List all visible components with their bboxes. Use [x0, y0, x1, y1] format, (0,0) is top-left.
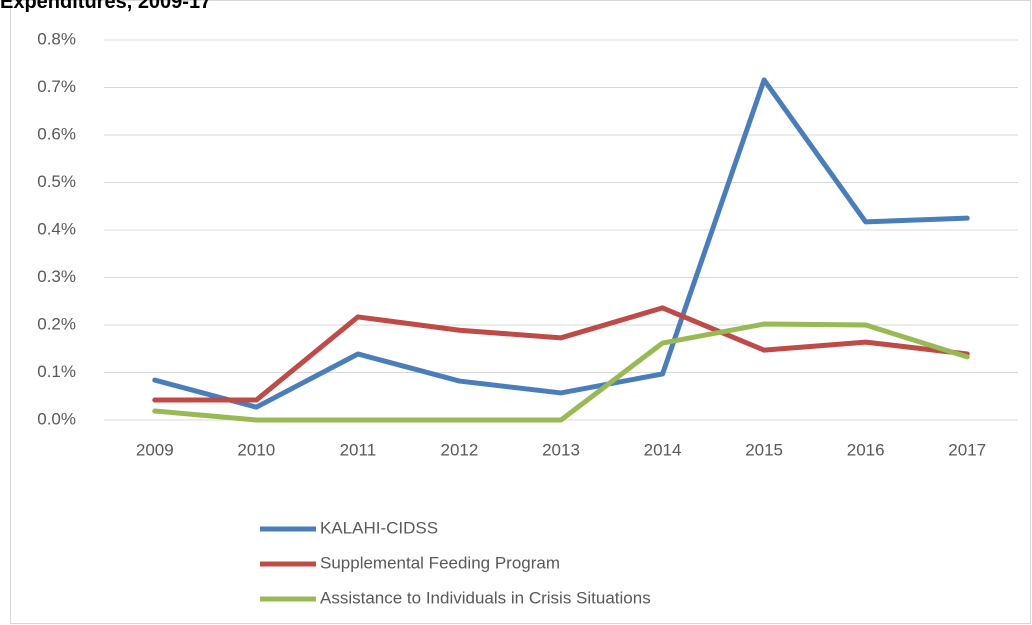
y-tick-label: 0.3%: [37, 267, 76, 286]
y-tick-label: 0.5%: [37, 172, 76, 191]
x-tick-label: 2015: [745, 440, 783, 459]
series-line: [152, 321, 970, 423]
x-tick-label: 2016: [847, 440, 885, 459]
legend-label: Assistance to Individuals in Crisis Situ…: [320, 588, 651, 607]
legend-label: Supplemental Feeding Program: [320, 553, 560, 572]
y-tick-label: 0.6%: [37, 124, 76, 143]
series-line: [152, 77, 970, 410]
y-tick-label: 0.4%: [37, 219, 76, 238]
chart-title: Expenditures, 2009-17: [0, 0, 211, 13]
x-tick-label: 2017: [948, 440, 986, 459]
x-tick-label: 2013: [542, 440, 580, 459]
y-tick-label: 0.0%: [37, 409, 76, 428]
x-tick-label: 2011: [340, 440, 377, 459]
series-line: [152, 305, 970, 403]
x-tick-label: 2009: [136, 440, 174, 459]
y-tick-label: 0.7%: [37, 77, 76, 96]
y-tick-label: 0.1%: [37, 362, 76, 381]
chart-border: [10, 0, 1031, 624]
y-tick-label: 0.8%: [37, 29, 76, 48]
x-tick-label: 2014: [644, 440, 682, 459]
x-tick-label: 2010: [237, 440, 275, 459]
legend-label: KALAHI-CIDSS: [320, 518, 438, 537]
y-tick-label: 0.2%: [37, 314, 76, 333]
x-tick-label: 2012: [441, 440, 479, 459]
